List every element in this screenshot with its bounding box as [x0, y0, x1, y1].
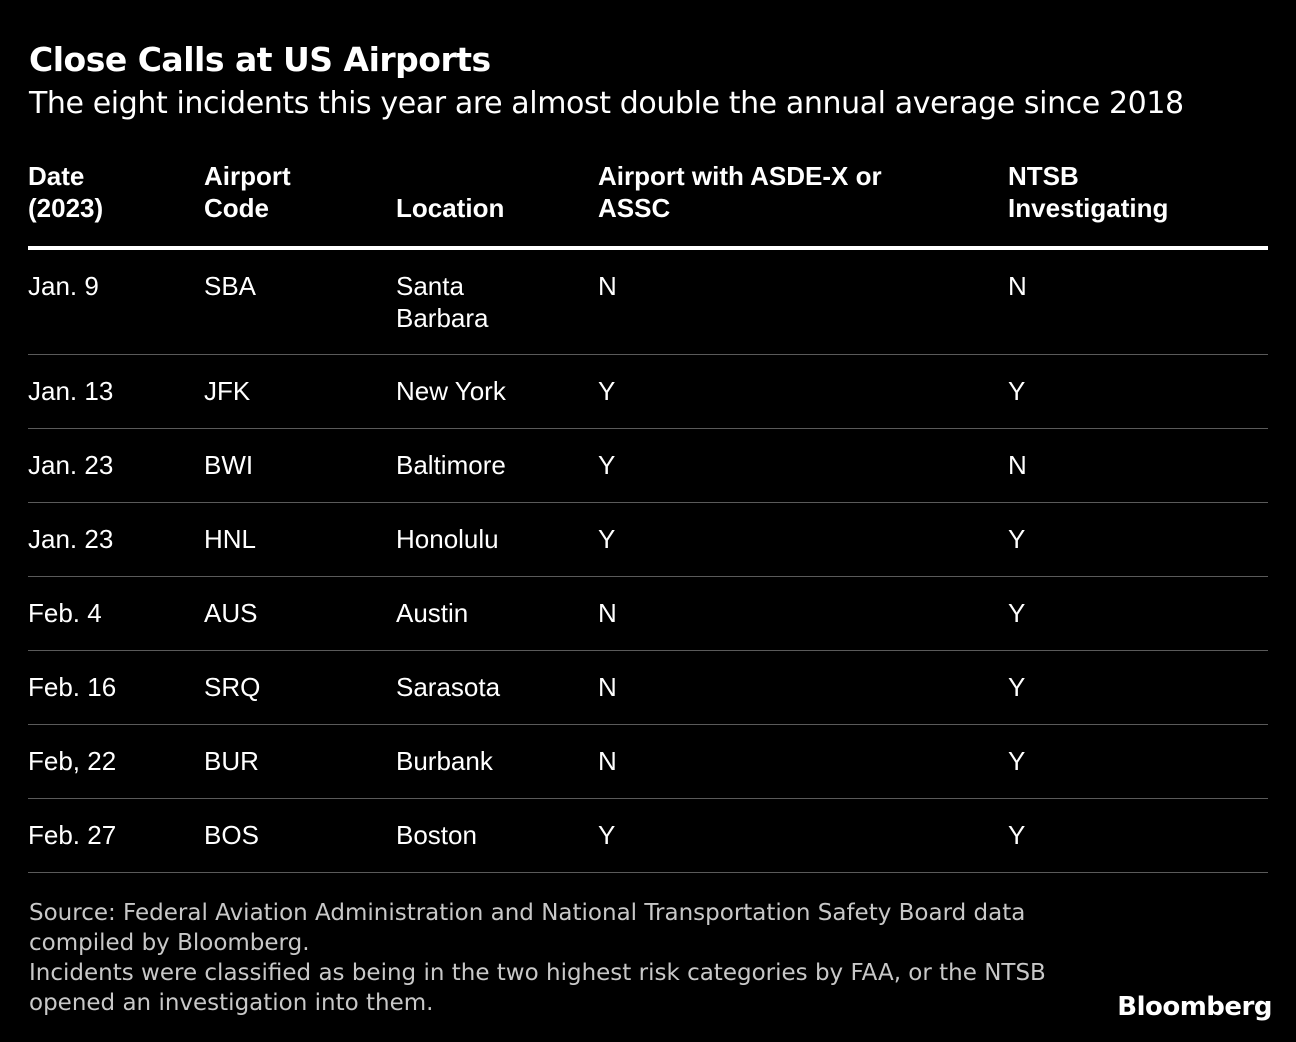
header-ntsb-investigating-line: Investigating [1008, 193, 1169, 223]
cell-airport-code: BWI [204, 450, 254, 480]
cell-location: New York [396, 376, 506, 406]
table-row: Feb. 16 SRQ Sarasota N Y [28, 651, 1268, 725]
cell-date: Jan. 23 [28, 450, 114, 480]
table-row: Feb. 27 BOS Boston Y Y [28, 799, 1268, 873]
table-row: Feb. 4 AUS Austin N Y [28, 577, 1268, 651]
cell-date: Jan. 23 [28, 524, 114, 554]
header-airport-code-line: Airport [204, 161, 291, 191]
cell-location: Burbank [396, 746, 493, 776]
bloomberg-logo: Bloomberg [1117, 992, 1272, 1022]
table-row: Jan. 13 JFK New York Y Y [28, 355, 1268, 429]
source-note: Source: Federal Aviation Administration … [29, 900, 1026, 956]
header-location-line: Location [396, 193, 505, 223]
cell-date: Jan. 13 [28, 376, 114, 406]
cell-location: Santa Barbara [396, 271, 489, 333]
cell-airport-code: SBA [204, 271, 257, 301]
cell-asde-x-assc: N [598, 271, 617, 301]
cell-location: Sarasota [396, 672, 501, 702]
header-location: Location [396, 192, 546, 224]
cell-date: Feb. 27 [28, 820, 117, 850]
cell-date: Feb. 4 [28, 598, 102, 628]
header-ntsb-investigating: NTSB Investigating [1008, 160, 1168, 224]
table-row: Feb, 22 BUR Burbank N Y [28, 725, 1268, 799]
cell-airport-code: AUS [204, 598, 258, 628]
cell-date: Jan. 9 [28, 271, 99, 301]
cell-ntsb-investigating: Y [1008, 746, 1026, 776]
cell-ntsb-investigating: Y [1008, 376, 1026, 406]
cell-asde-x-assc: N [598, 672, 617, 702]
cell-airport-code: BUR [204, 746, 259, 776]
cell-ntsb-investigating: N [1008, 450, 1027, 480]
cell-asde-x-assc: Y [598, 820, 616, 850]
cell-asde-x-assc: N [598, 598, 617, 628]
cell-ntsb-investigating: Y [1008, 672, 1026, 702]
table-header: Date (2023) Airport Code Location Airport wit… [28, 158, 1268, 250]
cell-ntsb-investigating: Y [1008, 524, 1026, 554]
cell-location: Boston [396, 820, 477, 850]
cell-location: Austin [396, 598, 469, 628]
cell-airport-code: HNL [204, 524, 257, 554]
chart-title: Close Calls at US Airports [29, 40, 491, 79]
cell-airport-code: BOS [204, 820, 259, 850]
cell-date: Feb, 22 [28, 746, 117, 776]
methodology-note: Incidents were classified as being in th… [29, 960, 1046, 1016]
chart-subtitle: The eight incidents this year are almost… [29, 86, 1184, 121]
cell-asde-x-assc: Y [598, 524, 616, 554]
header-date: Date (2023) [28, 160, 103, 224]
header-airport-code: Airport Code [204, 160, 291, 224]
cell-date: Feb. 16 [28, 672, 117, 702]
cell-asde-x-assc: Y [598, 376, 616, 406]
cell-asde-x-assc: N [598, 746, 617, 776]
cell-asde-x-assc: Y [598, 450, 616, 480]
cell-location: Baltimore [396, 450, 506, 480]
footnote: Source: Federal Aviation Administration … [29, 898, 1049, 1018]
header-asde-x-assc-line: ASSC [598, 193, 671, 223]
header-date-line: Date [28, 161, 85, 191]
table-row: Jan. 23 HNL Honolulu Y Y [28, 503, 1268, 577]
header-asde-x-assc-line: Airport with ASDE-X or [598, 161, 882, 191]
table-row: Jan. 9 SBA Santa Barbara N N [28, 250, 1268, 355]
header-ntsb-investigating-line: NTSB [1008, 161, 1079, 191]
cell-airport-code: SRQ [204, 672, 261, 702]
cell-ntsb-investigating: N [1008, 271, 1027, 301]
incidents-table: Date (2023) Airport Code Location Airport wit… [28, 158, 1268, 873]
header-airport-code-line: Code [204, 193, 269, 223]
cell-location: Honolulu [396, 524, 499, 554]
header-date-line: (2023) [28, 193, 104, 223]
header-asde-x-assc: Airport with ASDE-X or ASSC [598, 160, 882, 224]
cell-ntsb-investigating: Y [1008, 598, 1026, 628]
table-row: Jan. 23 BWI Baltimore Y N [28, 429, 1268, 503]
cell-airport-code: JFK [204, 376, 251, 406]
cell-ntsb-investigating: Y [1008, 820, 1026, 850]
table-body: Jan. 9 SBA Santa Barbara N N Jan. 13 JFK New Yo… [28, 250, 1268, 873]
